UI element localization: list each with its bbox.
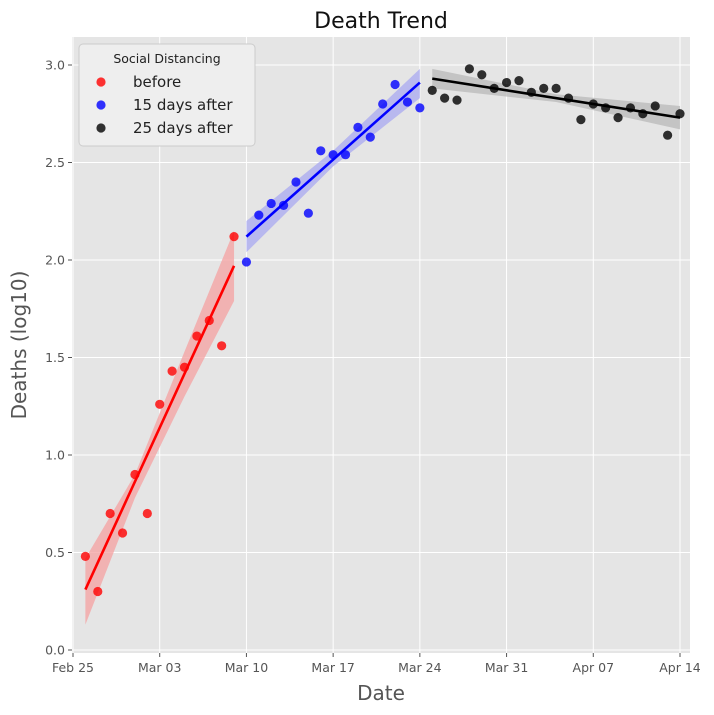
data-point [266, 198, 276, 209]
data-point [613, 113, 623, 123]
y-tick-label: 1.0 [45, 448, 65, 463]
y-axis-ticks: 0.0 0.5 1.0 1.5 2.0 2.5 3.0 [45, 58, 72, 658]
data-point [291, 177, 301, 187]
data-point [142, 508, 152, 519]
legend-box [78, 43, 256, 147]
y-tick-label: 0.0 [45, 643, 65, 658]
y-tick-label: 2.5 [45, 155, 65, 170]
legend-label: 25 days after [133, 119, 233, 137]
x-tick-label: Mar 10 [225, 660, 269, 675]
data-point [390, 79, 400, 90]
y-axis-label: Deaths (log10) [7, 271, 31, 420]
data-point [155, 399, 165, 409]
data-point [340, 150, 351, 160]
data-point [316, 146, 326, 156]
regression-line [432, 77, 681, 119]
x-tick-label: Apr 07 [573, 660, 615, 675]
data-point [254, 210, 264, 220]
data-point [93, 586, 103, 597]
data-point [464, 64, 475, 74]
data-point [241, 257, 252, 267]
legend-label: 15 days after [133, 96, 233, 114]
y-tick-label: 1.5 [45, 350, 65, 365]
data-point [514, 76, 524, 86]
data-point [117, 528, 128, 538]
data-point [427, 85, 437, 95]
data-point [105, 508, 115, 519]
legend-label: before [133, 73, 181, 91]
y-tick-label: 0.5 [45, 545, 65, 560]
data-point [452, 95, 462, 105]
legend-entries: before 15 days after 25 days after [96, 73, 233, 137]
data-point [365, 132, 375, 142]
x-tick-label: Mar 17 [311, 660, 354, 675]
data-point [415, 103, 425, 113]
regression-line [245, 81, 421, 238]
data-point [663, 130, 673, 140]
data-point [80, 551, 90, 562]
data-point [440, 93, 450, 103]
x-tick-label: Apr 14 [659, 660, 701, 675]
legend-marker [96, 77, 106, 87]
regression-lines [84, 77, 681, 591]
data-point [402, 97, 413, 107]
x-axis-label: Date [357, 681, 405, 705]
data-point [501, 77, 512, 88]
data-point [192, 331, 202, 341]
data-point [576, 115, 586, 125]
y-tick-label: 2.0 [45, 253, 65, 268]
data-point [378, 99, 388, 109]
data-point [229, 232, 239, 242]
data-point [551, 83, 561, 93]
x-tick-label: Mar 24 [398, 660, 442, 675]
data-point [217, 341, 227, 351]
regression-line [84, 265, 236, 591]
x-tick-label: Mar 31 [485, 660, 528, 675]
data-point [650, 101, 660, 111]
data-point [539, 83, 549, 93]
legend-marker [96, 100, 106, 110]
legend: Social Distancing before 15 days after 25 … [78, 43, 256, 147]
chart-title: Death Trend [314, 9, 448, 34]
data-point [477, 70, 487, 80]
x-axis-ticks: Feb 25 Mar 03 Mar 10 Mar 17 Mar 24 Mar 31 Apr … [52, 653, 701, 675]
legend-marker [96, 123, 106, 133]
data-point [353, 122, 363, 132]
data-point [303, 208, 313, 218]
x-tick-label: Feb 25 [52, 660, 94, 675]
x-tick-label: Mar 03 [138, 660, 181, 675]
legend-title: Social Distancing [113, 51, 220, 66]
data-point [167, 366, 177, 376]
y-tick-label: 3.0 [45, 58, 65, 73]
